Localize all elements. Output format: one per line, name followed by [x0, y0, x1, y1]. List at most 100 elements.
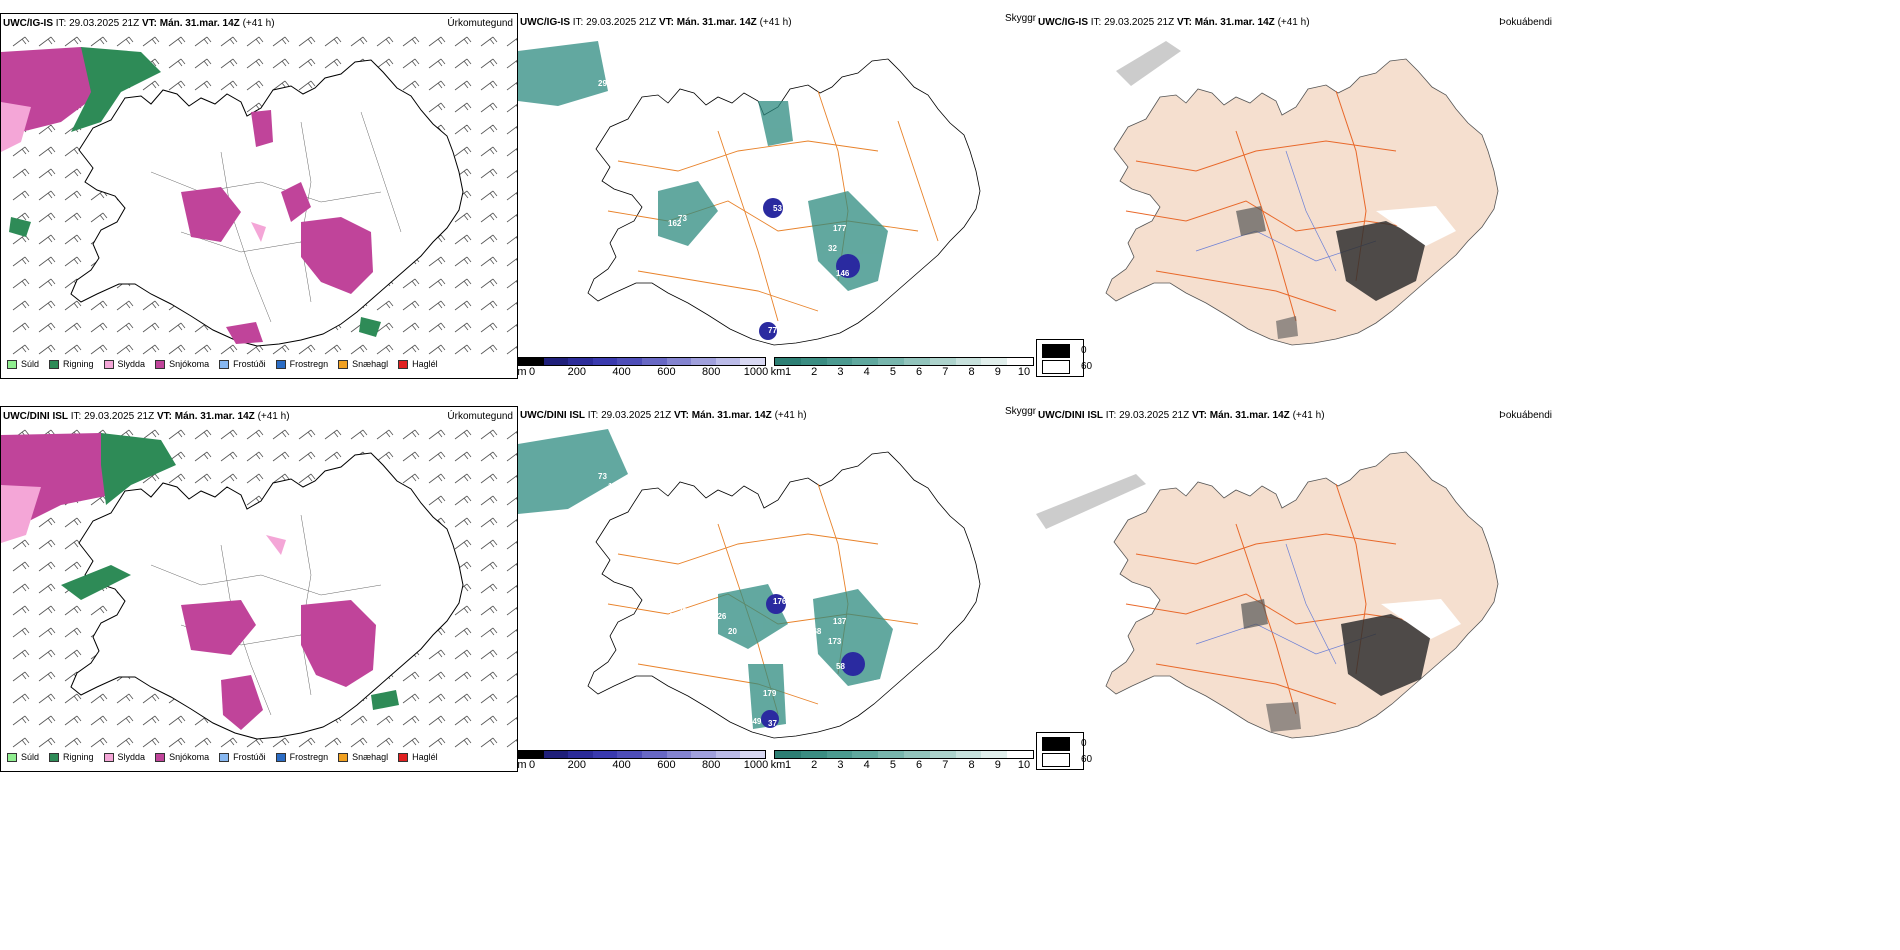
legend-label: Snjókoma — [169, 752, 210, 762]
wind-barb — [194, 344, 212, 355]
wind-barb — [38, 36, 56, 47]
wind-barb — [168, 80, 186, 91]
cloud-base-label: 117 — [648, 69, 661, 78]
wind-barb — [324, 344, 342, 355]
wind-barb — [506, 519, 517, 528]
wind-barb — [402, 429, 420, 440]
legend-label: Snjókoma — [169, 359, 210, 369]
scale-tick: 600 — [657, 366, 676, 378]
scale-tick: 10 — [1017, 759, 1031, 771]
wind-barb — [506, 170, 517, 179]
wind-barb — [220, 473, 238, 484]
wind-barb — [12, 146, 30, 157]
wind-barb — [454, 278, 472, 289]
wind-barb — [428, 58, 446, 69]
wind-barb — [506, 739, 517, 748]
wind-barb — [168, 473, 186, 484]
wind-barb — [298, 473, 316, 484]
wind-barb — [324, 36, 342, 47]
wind-barb — [402, 737, 420, 748]
wind-barb — [480, 300, 498, 311]
wind-barb — [90, 300, 108, 311]
top-precip-map — [1, 36, 517, 355]
wind-barb — [220, 36, 238, 47]
wind-barb — [480, 451, 498, 462]
cloud-base-label: 161 — [788, 159, 802, 168]
bottom-fog-panel: UWC/DINI ISL IT: 29.03.2025 21Z VT: Mán.… — [1036, 406, 1556, 772]
wind-barb — [428, 36, 446, 47]
cloud-base-label: 126 — [713, 612, 727, 621]
wind-barb — [64, 190, 82, 201]
legend-label: Súld — [21, 752, 40, 762]
wind-barb — [142, 344, 160, 355]
cloud-base-ticks: m 0 200 400 600 800 1000 — [517, 759, 768, 771]
wind-barb — [64, 344, 82, 355]
wind-barb — [246, 451, 264, 462]
wind-barb — [480, 473, 498, 484]
scale-tick: 8 — [968, 366, 975, 378]
visibility-scale — [774, 357, 1034, 366]
bottom-fog-title: Þokuábendi — [1499, 410, 1552, 421]
wind-barb — [142, 693, 160, 704]
scale-tick: 3 — [837, 366, 844, 378]
wind-barb — [402, 473, 420, 484]
scale-tick: 400 — [612, 759, 631, 771]
cloud-base-label: 97 — [593, 497, 602, 506]
wind-barb — [64, 737, 82, 748]
legend-item: Slydda — [103, 359, 145, 369]
bottom-precip-map — [1, 429, 517, 748]
cloud-base-label: 391 — [678, 607, 692, 616]
wind-barb — [428, 300, 446, 311]
scale-tick: 5 — [889, 759, 896, 771]
scale-tick: 9 — [994, 759, 1001, 771]
wind-barb — [480, 234, 498, 245]
wind-barb — [506, 563, 517, 572]
wind-barb — [116, 715, 134, 726]
legend-label: Frostúði — [233, 752, 266, 762]
wind-barb — [90, 36, 108, 47]
wind-barb — [142, 80, 160, 91]
legend-swatch — [49, 752, 60, 762]
wind-barb — [12, 671, 30, 682]
wind-barb — [480, 649, 498, 660]
wind-barb — [506, 59, 517, 69]
wind-barb — [376, 58, 394, 69]
wind-barb — [64, 300, 82, 311]
wind-barb — [298, 344, 316, 355]
cloud-base-label: 176 — [773, 597, 787, 606]
wind-barb — [38, 693, 56, 704]
wind-barb — [194, 429, 212, 440]
scale-tick: 10 — [1017, 366, 1031, 378]
scale-tick: 1 — [784, 759, 792, 771]
wind-barb — [12, 737, 30, 748]
scale-tick: 2 — [811, 366, 818, 378]
legend-swatch — [219, 359, 230, 369]
wind-barb — [402, 80, 420, 91]
wind-barb — [506, 651, 517, 660]
wind-barb — [38, 715, 56, 726]
wind-barb — [506, 607, 517, 616]
wind-barb — [64, 539, 82, 550]
wind-barb — [428, 102, 446, 113]
top-fog-title: Þokuábendi — [1499, 17, 1552, 28]
legend-label: Frostregn — [289, 359, 329, 369]
wind-barb — [402, 58, 420, 69]
wind-barb — [402, 36, 420, 47]
wind-barb — [480, 146, 498, 157]
wind-barb — [454, 429, 472, 440]
wind-barb — [454, 102, 472, 113]
wind-barb — [38, 168, 56, 179]
scale-tick: 800 — [702, 759, 721, 771]
cloud-base-scale — [518, 750, 766, 759]
wind-barb — [246, 80, 264, 91]
wind-barb — [506, 431, 517, 440]
wind-barb — [506, 453, 517, 462]
scale-tick: 6 — [916, 366, 923, 378]
wind-barb — [38, 124, 56, 135]
wind-barb — [402, 344, 420, 355]
wind-barb — [64, 146, 82, 157]
bottom-fog-map — [1036, 451, 1499, 739]
wind-barb — [12, 715, 30, 726]
wind-barb — [480, 190, 498, 201]
legend-item: Frostúði — [219, 752, 266, 762]
